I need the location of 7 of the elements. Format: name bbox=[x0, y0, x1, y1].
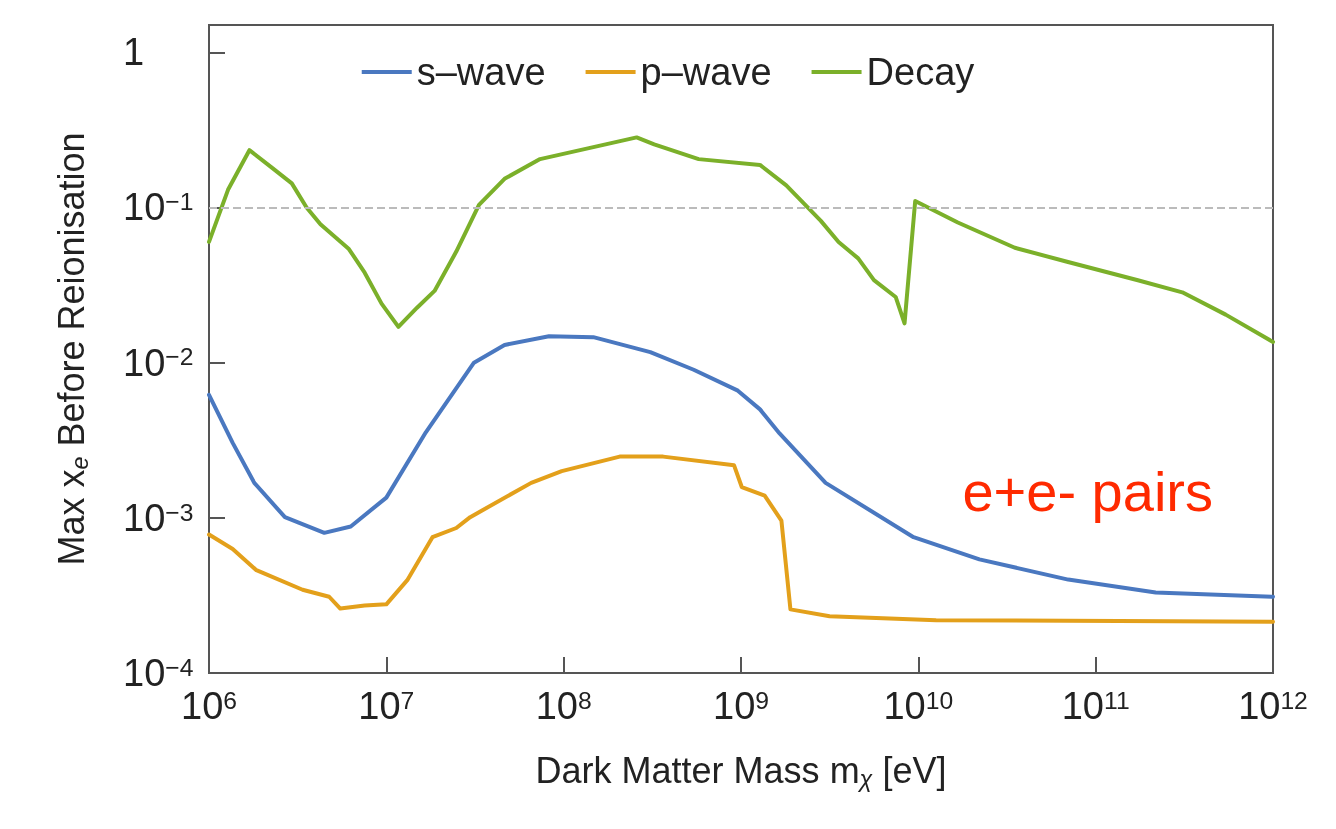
y-axis-title: Max xe Before Reionisation bbox=[50, 132, 93, 566]
x-axis-title: Dark Matter Mass mχ [eV] bbox=[535, 750, 947, 792]
legend-label: s–wave bbox=[416, 51, 546, 93]
legend-label: p–wave bbox=[640, 51, 772, 93]
y-tick-label: 1 bbox=[123, 31, 145, 74]
legend-label: Decay bbox=[866, 51, 975, 93]
annotation: e+e- pairs bbox=[962, 459, 1213, 523]
